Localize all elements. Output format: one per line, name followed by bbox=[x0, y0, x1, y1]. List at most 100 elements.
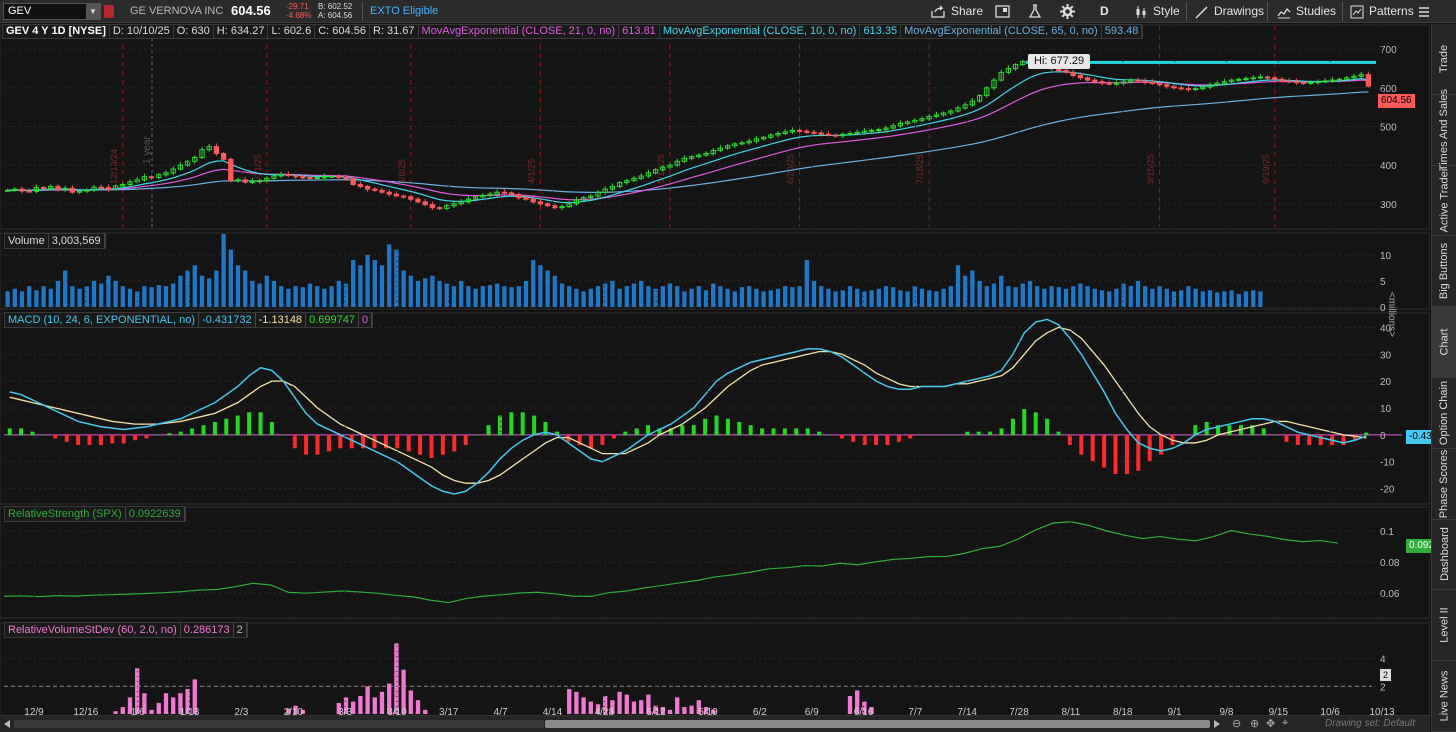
bar-open: O: 630 bbox=[174, 25, 214, 38]
x-tick-label: 7/28 bbox=[1009, 707, 1029, 718]
candle-body bbox=[868, 129, 875, 132]
candle-body bbox=[1365, 74, 1372, 87]
rs-header: RelativeStrength (SPX) 0.0922639 bbox=[4, 506, 186, 522]
drawings-button[interactable]: Drawings bbox=[1195, 0, 1264, 23]
volume-bar bbox=[163, 286, 169, 307]
flask-button[interactable] bbox=[1028, 0, 1042, 23]
volume-bar bbox=[84, 286, 89, 307]
scrollbar-track[interactable] bbox=[14, 720, 544, 728]
relative-volume-bar bbox=[365, 686, 370, 714]
volume-bar bbox=[70, 286, 75, 307]
sidebar-tab-level-ii[interactable]: Level II bbox=[1432, 590, 1456, 662]
rs-label[interactable]: RelativeStrength (SPX) bbox=[5, 507, 126, 521]
ema10-label[interactable]: MovAvgExponential (CLOSE, 10, 0, no) bbox=[660, 25, 861, 38]
volume-bar bbox=[948, 286, 953, 307]
macd-histogram-bar bbox=[771, 428, 776, 436]
volume-bar bbox=[365, 254, 370, 307]
candle-body bbox=[516, 194, 522, 199]
macd-histogram-bar bbox=[76, 434, 81, 446]
scrollbar-thumb[interactable] bbox=[545, 720, 1210, 728]
macd-histogram-bar bbox=[361, 434, 366, 449]
volume-bar bbox=[516, 286, 521, 307]
macd-histogram-bar bbox=[53, 434, 58, 439]
macd-label[interactable]: MACD (10, 24, 6, EXPONENTIAL, no) bbox=[5, 313, 200, 327]
volume-bar bbox=[1171, 291, 1177, 307]
symbol-dropdown-icon[interactable]: ▼ bbox=[86, 4, 100, 19]
macd-histogram-bar bbox=[1124, 434, 1129, 475]
relative-volume-bar bbox=[178, 693, 183, 714]
more-button[interactable] bbox=[1418, 0, 1430, 23]
candle-body bbox=[386, 191, 392, 195]
macd-line bbox=[9, 318, 1367, 495]
sidebar-tab-dashboard[interactable]: Dashboard bbox=[1432, 520, 1456, 591]
ema21-label[interactable]: MovAvgExponential (CLOSE, 21, 0, no) bbox=[419, 25, 620, 38]
rv-label[interactable]: RelativeVolumeStDev (60, 2.0, no) bbox=[5, 623, 181, 637]
sidebar-tab-big-buttons[interactable]: Big Buttons bbox=[1432, 236, 1456, 308]
volume-bar bbox=[1200, 291, 1205, 307]
relative-volume-bar bbox=[595, 704, 601, 714]
symbol-input[interactable]: GEV ▼ bbox=[3, 3, 101, 20]
volume-bar bbox=[1121, 283, 1126, 307]
style-button[interactable]: Style bbox=[1134, 0, 1180, 23]
relative-volume-bar bbox=[610, 700, 615, 714]
reset-icon[interactable]: ⌖ bbox=[1282, 717, 1289, 729]
macd-histogram-bar bbox=[1033, 412, 1038, 436]
rs-value: 0.0922639 bbox=[126, 507, 185, 521]
volume-label[interactable]: Volume bbox=[5, 234, 49, 248]
bar-high: H: 634.27 bbox=[214, 25, 269, 38]
sidebar-tab-option-chain[interactable]: Option Chain bbox=[1432, 378, 1456, 449]
link-color-icon[interactable] bbox=[104, 5, 114, 18]
volume-bar bbox=[41, 286, 46, 307]
pan-icon[interactable]: ✥ bbox=[1266, 718, 1276, 730]
macd-histogram-bar bbox=[201, 425, 206, 436]
share-button[interactable]: Share bbox=[930, 0, 983, 23]
scroll-right-icon[interactable] bbox=[1214, 720, 1220, 728]
relative-volume-bar bbox=[394, 643, 399, 714]
zoom-out-icon[interactable]: ⊖ bbox=[1232, 718, 1242, 730]
exto-eligible-link[interactable]: EXTO Eligible bbox=[370, 5, 439, 17]
volume-bar bbox=[372, 260, 377, 307]
macd-histogram-bar bbox=[167, 433, 172, 436]
period-button[interactable]: D bbox=[1100, 4, 1109, 18]
sidebar-tab-active-trader[interactable]: Active Trader bbox=[1432, 166, 1456, 237]
sidebar-tab-chart[interactable]: Chart bbox=[1432, 307, 1456, 378]
candle-body bbox=[638, 175, 644, 179]
candle-body bbox=[285, 173, 292, 177]
scroll-left-icon[interactable] bbox=[4, 720, 10, 728]
candle-body bbox=[170, 168, 176, 174]
sidebar-tab-phase-scores[interactable]: Phase Scores bbox=[1432, 449, 1456, 520]
candle-body bbox=[444, 205, 450, 209]
horizontal-scrollbar[interactable]: ⊖ ⊕ ✥ ⌖ Drawing set: Default bbox=[0, 715, 1430, 732]
volume-bar bbox=[869, 290, 874, 307]
volume-bar bbox=[963, 275, 968, 307]
x-tick-label: 5/19 bbox=[698, 707, 718, 718]
volume-bar bbox=[1251, 290, 1256, 307]
volume-bar bbox=[293, 286, 298, 307]
candle-body bbox=[69, 187, 76, 193]
macd-histogram-bar bbox=[760, 428, 765, 436]
patterns-button[interactable]: Patterns bbox=[1350, 0, 1414, 23]
sidebar-tab-trade[interactable]: Trade bbox=[1432, 24, 1456, 95]
candle-body bbox=[76, 190, 83, 193]
volume-bar bbox=[660, 286, 665, 307]
candle-body bbox=[494, 191, 500, 195]
studies-button[interactable]: Studies bbox=[1277, 0, 1336, 23]
relative-strength-line bbox=[3, 521, 1339, 604]
volume-bar bbox=[480, 286, 485, 307]
macd-histogram-bar bbox=[782, 428, 787, 436]
sidebar-tab-live-news[interactable]: Live News bbox=[1432, 661, 1456, 732]
candle-body bbox=[847, 132, 853, 135]
macd-histogram-bar bbox=[577, 434, 582, 446]
sidebar-tab-times-and-sales[interactable]: Times And Sales bbox=[1432, 89, 1456, 171]
candle-body bbox=[782, 131, 788, 134]
relative-volume-bar bbox=[653, 705, 658, 714]
volume-bar bbox=[523, 280, 529, 307]
drawing-set-label[interactable]: Drawing set: Default bbox=[1325, 718, 1416, 729]
candle-body bbox=[1005, 68, 1012, 73]
ema65-label[interactable]: MovAvgExponential (CLOSE, 65, 0, no) bbox=[901, 25, 1102, 38]
chart-area[interactable]: 300 400 500 600 700 12/13/24 1/21/25 3/8/25 4/1/… bbox=[0, 24, 1449, 720]
settings-button[interactable] bbox=[1060, 0, 1075, 23]
notes-button[interactable] bbox=[995, 0, 1011, 23]
zoom-in-icon[interactable]: ⊕ bbox=[1250, 718, 1260, 730]
